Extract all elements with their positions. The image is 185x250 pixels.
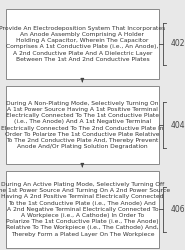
Text: During An Active Plating Mode, Selectively Turning Off
The 1st Power Source And : During An Active Plating Mode, Selective… xyxy=(0,182,170,237)
Text: 404: 404 xyxy=(170,120,185,130)
Text: During A Non-Plating Mode, Selectively Turning On
A 1st Power Source Having A 1s: During A Non-Plating Mode, Selectively T… xyxy=(1,101,164,149)
Text: Provide An Electrodeposition System That Incorporates
An Anode Assembly Comprisi: Provide An Electrodeposition System That… xyxy=(0,26,165,62)
FancyBboxPatch shape xyxy=(6,171,159,248)
FancyBboxPatch shape xyxy=(6,9,159,79)
Text: 402: 402 xyxy=(170,39,185,48)
Text: 406: 406 xyxy=(170,205,185,214)
FancyBboxPatch shape xyxy=(6,86,159,164)
